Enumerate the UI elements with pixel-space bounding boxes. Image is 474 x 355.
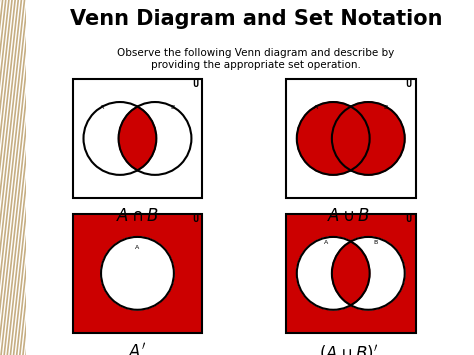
- Circle shape: [332, 237, 405, 310]
- Circle shape: [297, 102, 370, 175]
- Text: U: U: [405, 81, 411, 89]
- Text: $A'$: $A'$: [128, 343, 147, 355]
- Text: U: U: [192, 81, 198, 89]
- Text: B: B: [171, 105, 174, 110]
- Circle shape: [118, 102, 191, 175]
- Text: A: A: [100, 105, 104, 110]
- Circle shape: [332, 102, 405, 175]
- Polygon shape: [118, 106, 156, 170]
- Bar: [73, 214, 202, 333]
- Text: Observe the following Venn diagram and describe by
providing the appropriate set: Observe the following Venn diagram and d…: [118, 48, 394, 70]
- Circle shape: [297, 237, 370, 310]
- Text: U: U: [192, 215, 198, 224]
- Bar: [286, 214, 416, 333]
- Bar: [286, 79, 416, 198]
- Text: $A\cap B$: $A\cap B$: [116, 208, 159, 225]
- Circle shape: [83, 102, 156, 175]
- Text: B: B: [373, 240, 377, 245]
- Text: A: A: [324, 240, 328, 245]
- Circle shape: [101, 237, 174, 310]
- Text: B: B: [384, 105, 388, 110]
- Text: A: A: [314, 105, 318, 110]
- Text: $A\cup B$: $A\cup B$: [327, 208, 370, 225]
- Polygon shape: [332, 241, 370, 305]
- Bar: [73, 79, 202, 198]
- Text: $(A\cup B)'$: $(A\cup B)'$: [319, 343, 378, 355]
- Text: Venn Diagram and Set Notation: Venn Diagram and Set Notation: [70, 9, 442, 29]
- Text: A: A: [136, 245, 139, 250]
- Text: U: U: [405, 215, 411, 224]
